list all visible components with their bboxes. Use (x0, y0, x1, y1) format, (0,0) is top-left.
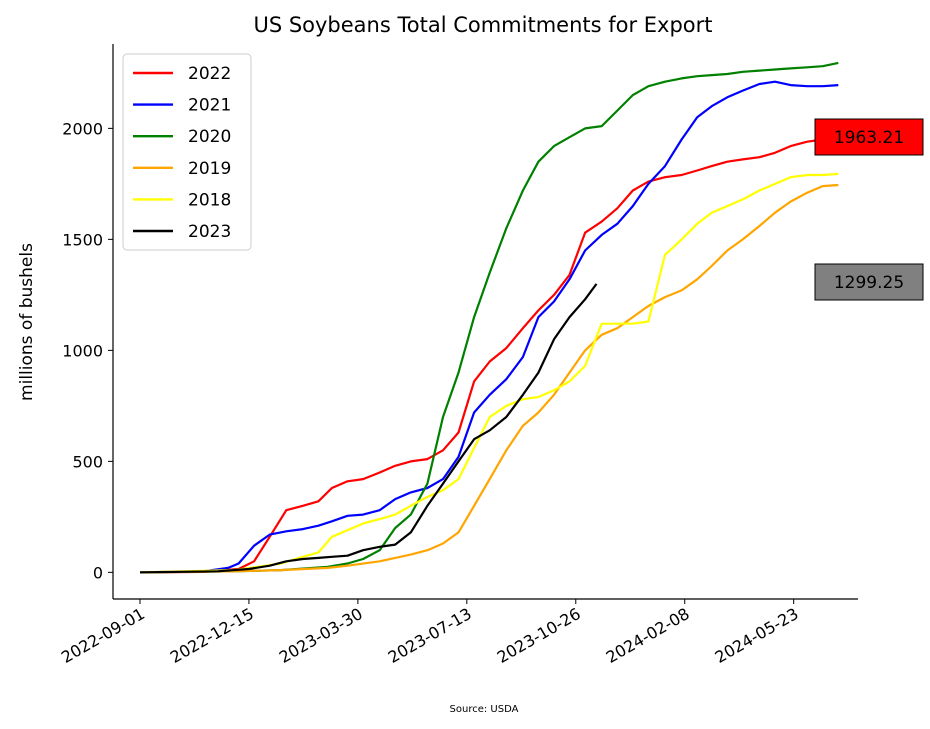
y-tick-label: 2000 (62, 119, 103, 138)
y-axis-label: millions of bushels (17, 243, 37, 401)
source-note: Source: USDA (450, 704, 519, 715)
axes (112, 44, 858, 600)
series-line-2018 (139, 172, 839, 574)
y-tick-label: 500 (72, 452, 103, 471)
y-tick-label: 1000 (62, 341, 103, 360)
series-layer (139, 61, 839, 574)
x-tick-label: 2023-10-26 (494, 604, 584, 667)
annotations: 1963.21 1299.25 (814, 118, 924, 301)
series-line-2019 (139, 183, 839, 574)
annotation-box (814, 118, 924, 156)
series-line-2021 (139, 80, 839, 574)
annotation-box (814, 263, 924, 301)
legend-box (122, 53, 252, 251)
legend-label-2019: 2019 (188, 159, 231, 179)
legend-label-2023: 2023 (188, 222, 231, 242)
y-tick-label: 1500 (62, 230, 103, 249)
y-tick-label: 0 (93, 563, 103, 582)
x-tick-label: 2023-07-13 (385, 604, 475, 667)
series-line-2023 (139, 283, 598, 574)
legend-label-2020: 2020 (188, 127, 231, 147)
legend-label-2018: 2018 (188, 190, 231, 210)
annotation-value: 1963.21 (834, 128, 904, 148)
chart-title: US Soybeans Total Commitments for Export (253, 13, 712, 37)
legend: 2022 2021 2020 2019 2018 2023 (122, 53, 252, 251)
x-tick-label: 2022-12-15 (167, 604, 257, 667)
series-line-2022 (139, 135, 839, 574)
legend-label-2021: 2021 (188, 96, 231, 116)
series-line-2020 (139, 61, 839, 574)
x-tick-label: 2022-09-01 (58, 604, 148, 667)
x-tick-label: 2024-02-08 (603, 604, 693, 667)
x-tick-label: 2023-03-30 (276, 604, 366, 667)
legend-label-2022: 2022 (188, 64, 231, 84)
annotation-value: 1299.25 (834, 273, 904, 293)
x-tick-label: 2024-05-23 (712, 604, 802, 667)
